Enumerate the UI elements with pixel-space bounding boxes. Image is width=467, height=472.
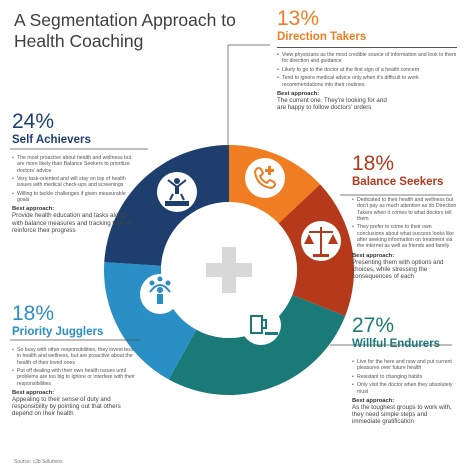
bullet-item: Only visit the doctor when they absolute… <box>352 382 457 395</box>
source-note: Source: c2b Solutions <box>14 459 63 465</box>
bullet-list: The most proactive about health and well… <box>12 155 137 203</box>
segment-direction-takers: 13% Direction Takers View physicians as … <box>277 8 457 111</box>
approach-text: Appealing to their sense of duty and res… <box>12 395 121 418</box>
approach-heading: Best approach: <box>12 389 55 396</box>
scales-icon <box>301 221 341 261</box>
divider <box>277 47 457 48</box>
bullet-list: So busy with other responsibilities, the… <box>12 347 137 387</box>
approach-text: As the toughest groups to work with, the… <box>352 403 452 426</box>
segment-self-achievers: 24% Self Achievers The most proactive ab… <box>12 111 137 234</box>
juggler-icon <box>140 274 180 314</box>
bullet-item: View physicians as the most credible sou… <box>277 52 457 65</box>
segment-name: Direction Takers <box>277 31 367 43</box>
approach-heading: Best approach: <box>277 90 320 97</box>
bullet-item: Tend to ignore medical advice only when … <box>277 75 457 88</box>
bullet-item: So busy with other responsibilities, the… <box>12 347 137 366</box>
approach-heading: Best approach: <box>352 252 395 259</box>
podium-winner-icon <box>157 172 197 212</box>
segment-percent: 24% <box>12 110 55 133</box>
segment-percent: 27% <box>352 314 395 337</box>
bullet-list: Dedicated to their health and wellness b… <box>352 197 457 250</box>
bullet-list: View physicians as the most credible sou… <box>277 52 457 88</box>
bullet-item: Put off dealing with their own health is… <box>12 368 137 387</box>
page-title: A Segmentation Approach to Health Coachi… <box>14 10 236 51</box>
donut-slice-priority-jugglers <box>104 262 197 380</box>
segment-name: Willful Endurers <box>352 338 441 350</box>
segment-name: Self Achievers <box>12 134 91 146</box>
bullet-item: Likely to go to the doctor at the first … <box>277 67 457 74</box>
segment-willful-endurers: 27% Willful Endurers Live for the here a… <box>352 314 457 426</box>
plus-icon <box>206 247 252 293</box>
segment-name: Balance Seekers <box>352 176 444 188</box>
approach-text: Presenting them with options and choices… <box>352 258 444 280</box>
bullet-item: They prefer to come to their own conclus… <box>352 224 457 249</box>
segment-balance-seekers: 18% Balance Seekers Dedicated to their h… <box>352 153 457 280</box>
segment-name: Priority Jugglers <box>12 326 104 338</box>
bullet-item: The most proactive about health and well… <box>12 155 137 174</box>
bullet-item: Very task-oriented and will stay on top … <box>12 176 137 189</box>
approach-text: The current one. They're looking for and… <box>277 96 387 112</box>
bullet-item: Resistant to changing habits <box>352 374 457 381</box>
bullet-item: Live for the here and now and put curren… <box>352 359 457 372</box>
bullet-item: Willing to tackle challenges if given me… <box>12 191 137 204</box>
segment-percent: 18% <box>352 152 395 175</box>
segment-percent: 18% <box>12 302 55 325</box>
beer-cigarette-icon <box>241 305 281 345</box>
approach-heading: Best approach: <box>352 397 395 404</box>
donut-slice-willful-endurers <box>168 295 346 395</box>
phone-medical-icon <box>245 158 285 198</box>
approach-text: Provide health education and tasks along… <box>12 212 133 234</box>
bullet-list: Live for the here and now and put curren… <box>352 359 457 395</box>
bullet-item: Dedicated to their health and wellness b… <box>352 197 457 222</box>
approach-heading: Best approach: <box>12 206 55 213</box>
segment-percent: 13% <box>277 7 320 30</box>
segment-priority-jugglers: 18% Priority Jugglers So busy with other… <box>12 303 137 418</box>
